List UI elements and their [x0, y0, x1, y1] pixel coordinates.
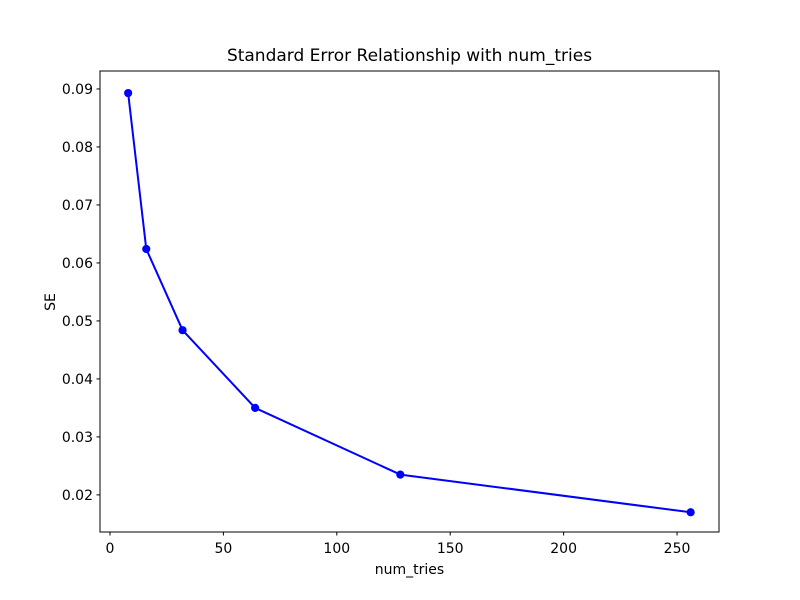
x-tick-label: 250 — [664, 541, 691, 557]
x-tick-label: 50 — [214, 541, 232, 557]
y-tick-label: 0.05 — [62, 314, 93, 330]
data-point — [124, 88, 133, 98]
x-tick-label: 0 — [106, 541, 115, 557]
axis-ticks: 0 50 100 150 200 250 0.02 0.03 0.04 0.05 0.06 0.07 0… — [62, 82, 691, 557]
y-tick-label: 0.02 — [62, 488, 93, 504]
x-tick-label: 100 — [323, 541, 350, 557]
axes-frame — [99, 70, 720, 533]
plot-area — [100, 71, 719, 532]
x-axis-label: num_tries — [375, 562, 444, 578]
data-line — [127, 92, 691, 514]
y-axis-label: SE — [43, 293, 59, 311]
data-point — [396, 470, 405, 479]
y-tick-label: 0.08 — [62, 140, 93, 156]
y-tick-label: 0.09 — [62, 82, 93, 98]
y-tick-label: 0.07 — [62, 198, 93, 214]
y-tick-label: 0.06 — [62, 256, 93, 272]
data-point — [251, 403, 260, 413]
data-point — [178, 326, 187, 335]
data-point — [686, 508, 695, 517]
y-tick-label: 0.04 — [62, 372, 93, 388]
x-tick-label: 150 — [437, 541, 464, 557]
data-series — [124, 88, 695, 517]
data-point — [142, 244, 151, 254]
x-tick-label: 200 — [550, 541, 577, 557]
y-tick-label: 0.03 — [62, 430, 93, 446]
chart-title: Standard Error Relationship with num_tri… — [227, 46, 592, 66]
